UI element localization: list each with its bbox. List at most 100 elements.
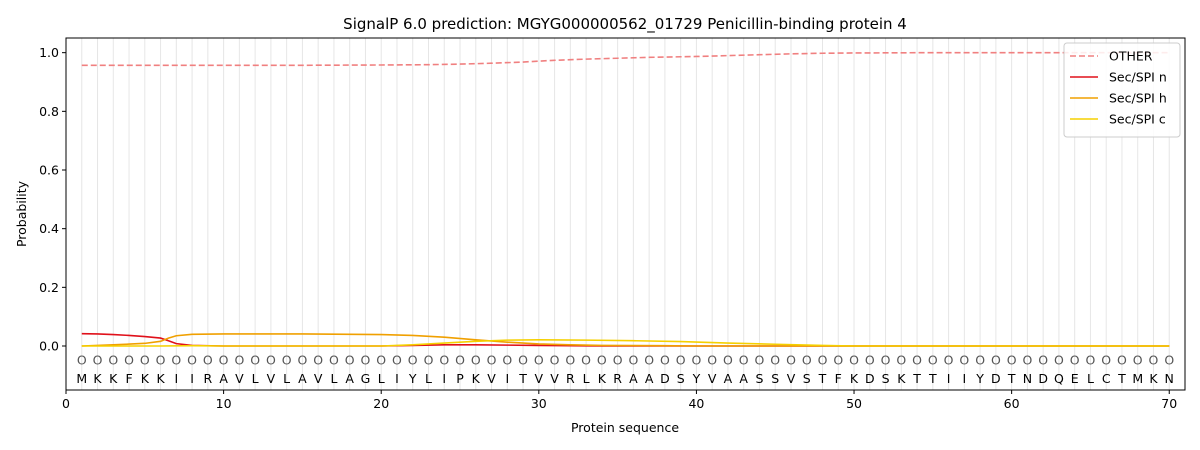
prediction-label: O bbox=[455, 353, 465, 368]
residue-label: A bbox=[219, 371, 228, 386]
prediction-label: O bbox=[1117, 353, 1127, 368]
prediction-label: O bbox=[755, 353, 765, 368]
legend-entry: Sec/SPI c bbox=[1109, 112, 1166, 127]
residue-label: L bbox=[378, 371, 385, 386]
prediction-label: O bbox=[487, 353, 497, 368]
x-tick-label: 30 bbox=[531, 396, 547, 411]
residue-label: K bbox=[472, 371, 481, 386]
residue-label: M bbox=[76, 371, 87, 386]
prediction-label: O bbox=[1086, 353, 1096, 368]
residue-label: D bbox=[660, 371, 670, 386]
residue-label: V bbox=[267, 371, 276, 386]
prediction-label: O bbox=[392, 353, 402, 368]
residue-label: I bbox=[174, 371, 178, 386]
prediction-label: O bbox=[408, 353, 418, 368]
prediction-label: O bbox=[707, 353, 717, 368]
prediction-label: O bbox=[282, 353, 292, 368]
prediction-label: O bbox=[234, 353, 244, 368]
residue-label: L bbox=[425, 371, 432, 386]
residue-label: T bbox=[818, 371, 827, 386]
residue-label: S bbox=[803, 371, 811, 386]
residue-label: R bbox=[613, 371, 622, 386]
residue-label: L bbox=[1087, 371, 1094, 386]
residue-label: V bbox=[487, 371, 496, 386]
residue-label: S bbox=[755, 371, 763, 386]
prediction-label: O bbox=[550, 353, 560, 368]
residue-label: T bbox=[518, 371, 527, 386]
prediction-label: O bbox=[518, 353, 528, 368]
prediction-label: O bbox=[912, 353, 922, 368]
y-tick-label: 1.0 bbox=[39, 45, 59, 60]
residue-label: K bbox=[109, 371, 118, 386]
prediction-label: O bbox=[250, 353, 260, 368]
residue-label: D bbox=[991, 371, 1001, 386]
residue-label: N bbox=[1023, 371, 1032, 386]
prediction-label: O bbox=[1070, 353, 1080, 368]
residue-label: L bbox=[330, 371, 337, 386]
x-tick-label: 10 bbox=[216, 396, 232, 411]
residue-label: Y bbox=[975, 371, 984, 386]
plot-frame bbox=[65, 37, 1186, 391]
prediction-label: O bbox=[361, 353, 371, 368]
x-tick-label: 20 bbox=[373, 396, 389, 411]
prediction-label: O bbox=[203, 353, 213, 368]
residue-label: E bbox=[1071, 371, 1079, 386]
prediction-label: O bbox=[77, 353, 87, 368]
residue-label: V bbox=[708, 371, 717, 386]
residue-label: T bbox=[1007, 371, 1016, 386]
residue-label: N bbox=[1165, 371, 1174, 386]
prediction-label: O bbox=[833, 353, 843, 368]
prediction-label: O bbox=[865, 353, 875, 368]
prediction-label: O bbox=[1133, 353, 1143, 368]
prediction-label: O bbox=[723, 353, 733, 368]
residue-label: V bbox=[314, 371, 323, 386]
prediction-label: O bbox=[660, 353, 670, 368]
series-line bbox=[81, 333, 1170, 347]
residue-label: I bbox=[963, 371, 967, 386]
prediction-label: O bbox=[329, 353, 339, 368]
grid-lines bbox=[81, 38, 1170, 390]
residue-label: T bbox=[912, 371, 921, 386]
y-axis-label: Probability bbox=[14, 180, 29, 247]
residue-label: C bbox=[1102, 371, 1111, 386]
series-line bbox=[81, 339, 1170, 347]
legend: OTHER Sec/SPI n Sec/SPI h Sec/SPI c bbox=[1063, 42, 1181, 138]
prediction-label: O bbox=[849, 353, 859, 368]
x-tick-label: 40 bbox=[688, 396, 704, 411]
x-tick-label: 50 bbox=[846, 396, 862, 411]
residue-label: I bbox=[505, 371, 509, 386]
prediction-label: O bbox=[140, 353, 150, 368]
residue-label: K bbox=[850, 371, 859, 386]
prediction-label: O bbox=[439, 353, 449, 368]
residue-label: G bbox=[361, 371, 371, 386]
residue-label: I bbox=[190, 371, 194, 386]
residue-label: S bbox=[771, 371, 779, 386]
prediction-label: O bbox=[313, 353, 323, 368]
residue-label: V bbox=[235, 371, 244, 386]
legend-entry: OTHER bbox=[1109, 49, 1153, 64]
prediction-label: O bbox=[124, 353, 134, 368]
prediction-label: O bbox=[266, 353, 276, 368]
prediction-label: O bbox=[944, 353, 954, 368]
chart-title: SignalP 6.0 prediction: MGYG000000562_01… bbox=[343, 15, 907, 34]
prediction-label: O bbox=[881, 353, 891, 368]
residue-label: A bbox=[629, 371, 638, 386]
residue-label: F bbox=[835, 371, 842, 386]
prediction-label: O bbox=[1007, 353, 1017, 368]
prediction-label: O bbox=[644, 353, 654, 368]
x-axis-label: Protein sequence bbox=[571, 420, 679, 435]
y-axis-ticks: 0.0 0.2 0.4 0.6 0.8 1.0 bbox=[39, 45, 66, 354]
residue-label: K bbox=[93, 371, 102, 386]
residue-label: K bbox=[141, 371, 150, 386]
prediction-label: O bbox=[692, 353, 702, 368]
residue-label: S bbox=[882, 371, 890, 386]
prediction-label: O bbox=[156, 353, 166, 368]
y-tick-label: 0.0 bbox=[39, 339, 59, 354]
residue-label: T bbox=[1117, 371, 1126, 386]
prediction-label: O bbox=[1054, 353, 1064, 368]
residue-label: T bbox=[928, 371, 937, 386]
residue-label: K bbox=[897, 371, 906, 386]
prediction-label: O bbox=[1038, 353, 1048, 368]
residue-label: L bbox=[583, 371, 590, 386]
prediction-label: O bbox=[1101, 353, 1111, 368]
